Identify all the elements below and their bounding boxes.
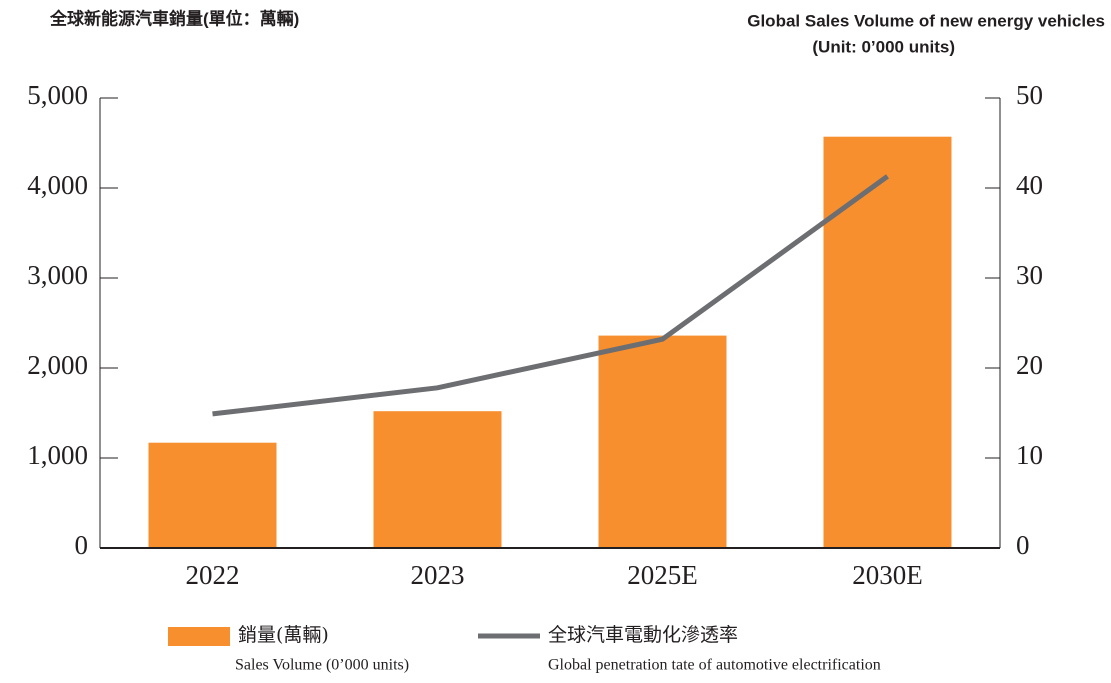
legend-sublabel: Sales Volume (0’000 units) — [235, 657, 409, 674]
bar — [823, 136, 952, 548]
chart-title-en: (Unit: 0’000 units) — [812, 37, 955, 56]
y-tick-label: 1,000 — [27, 440, 88, 470]
y-tick-label: 3,000 — [27, 260, 88, 290]
x-tick-label: 2030E — [852, 560, 923, 590]
x-tick-label: 2025E — [627, 560, 698, 590]
legend-sublabel: Global penetration tate of automotive el… — [548, 657, 881, 674]
y2-tick-label: 10 — [1016, 440, 1043, 470]
legend-swatch — [168, 627, 230, 646]
bar — [373, 411, 502, 548]
y2-tick-label: 50 — [1016, 80, 1043, 110]
bar — [598, 335, 727, 548]
legend-label: 全球汽車電動化滲透率 — [548, 624, 738, 646]
y2-tick-label: 40 — [1016, 170, 1043, 200]
y-tick-label: 0 — [75, 530, 89, 560]
bar — [148, 442, 277, 548]
line — [212, 174, 889, 417]
legend-label: 銷量(萬輛) — [238, 624, 329, 646]
y2-tick-label: 30 — [1016, 260, 1043, 290]
chart-title-en: Global Sales Volume of new energy vehicl… — [747, 11, 1105, 30]
y2-tick-label: 20 — [1016, 350, 1043, 380]
chart-title: 全球新能源汽車銷量(單位：萬輛) — [49, 8, 299, 28]
x-tick-label: 2022 — [186, 560, 240, 590]
y-tick-label: 5,000 — [27, 80, 88, 110]
y-tick-label: 4,000 — [27, 170, 88, 200]
y-tick-label: 2,000 — [27, 350, 88, 380]
x-tick-label: 2023 — [411, 560, 465, 590]
y2-tick-label: 0 — [1016, 530, 1030, 560]
